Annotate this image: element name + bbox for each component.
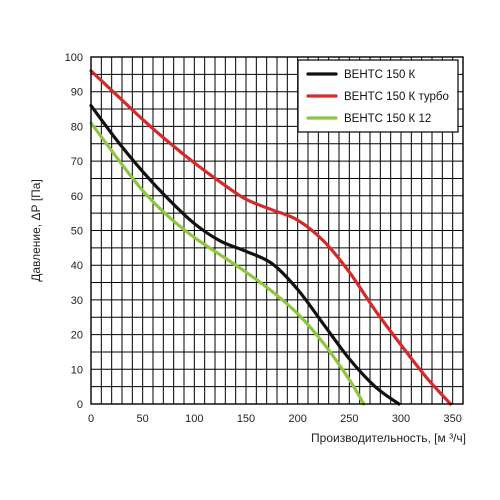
legend: ВЕНТС 150 К ВЕНТС 150 К турбо ВЕНТС 150 К … — [297, 59, 459, 133]
x-tick-label: 300 — [392, 413, 410, 425]
y-tick-label: 70 — [71, 156, 83, 168]
y-tick-label: 10 — [71, 364, 83, 376]
y-tick-label: 30 — [71, 295, 83, 307]
x-tick-label: 150 — [237, 413, 255, 425]
x-tick-label: 0 — [88, 413, 94, 425]
y-tick-label: 50 — [71, 226, 83, 238]
series-line-1 — [89, 103, 401, 406]
plot-frame — [90, 56, 464, 405]
tick-labels: 0 50 100 150 200 250 300 350 0 10 20 30 40 50 60 70 80 90… — [65, 52, 462, 425]
y-tick-label: 40 — [71, 260, 83, 272]
y-axis-label: Давление, ΔР [Па] — [29, 179, 43, 282]
y-tick-label: 60 — [71, 191, 83, 203]
legend-label-3: ВЕНТС 150 К 12 — [344, 113, 431, 125]
series-lines — [89, 69, 453, 406]
x-tick-label: 50 — [137, 413, 149, 425]
y-tick-label: 90 — [71, 87, 83, 99]
y-tick-label: 0 — [77, 399, 83, 411]
legend-label-1: ВЕНТС 150 К — [344, 69, 416, 81]
series-line-2 — [89, 69, 453, 406]
x-tick-label: 100 — [185, 413, 203, 425]
x-tick-label: 250 — [340, 413, 358, 425]
x-axis-label: Производительность, [м ³/ч] — [311, 431, 466, 445]
x-tick-label: 350 — [443, 413, 461, 425]
y-tick-label: 100 — [65, 52, 83, 64]
x-tick-label: 200 — [288, 413, 306, 425]
y-tick-label: 20 — [71, 330, 83, 342]
y-tick-label: 80 — [71, 121, 83, 133]
legend-label-2: ВЕНТС 150 К турбо — [344, 91, 449, 103]
series-line-3 — [89, 121, 366, 406]
